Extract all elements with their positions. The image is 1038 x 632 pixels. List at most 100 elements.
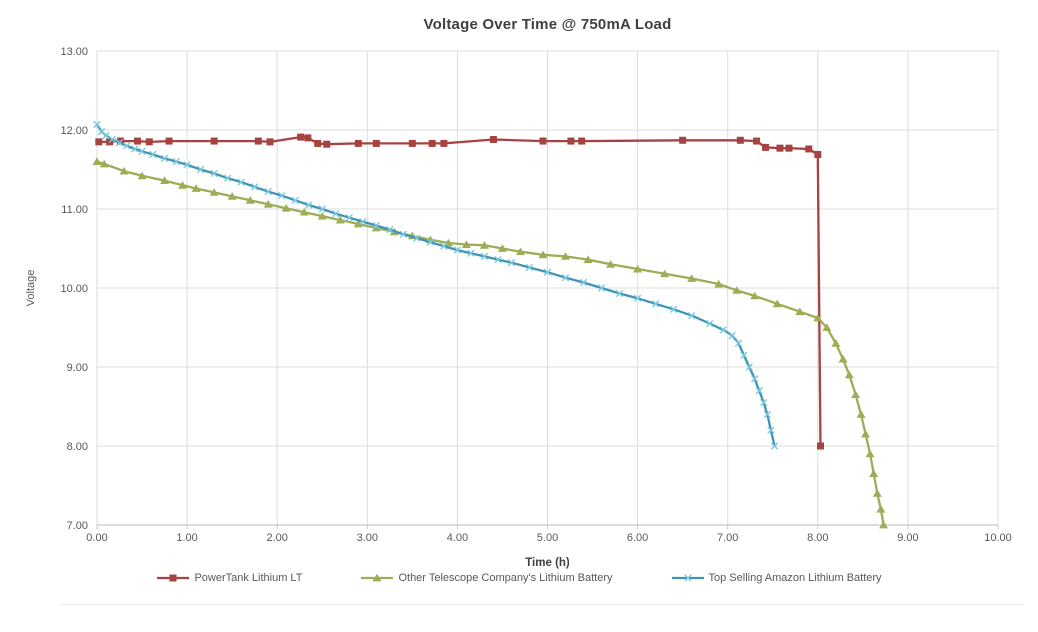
legend-label: Top Selling Amazon Lithium Battery: [708, 572, 882, 584]
x-tick-label: 9.00: [897, 532, 918, 544]
data-point-marker: [861, 429, 871, 438]
data-point-marker: [538, 250, 548, 259]
legend-swatch: [157, 574, 190, 582]
data-point-marker: [489, 135, 497, 143]
data-point-marker: [196, 165, 205, 174]
data-point-marker: [525, 263, 534, 272]
data-point-marker: [745, 363, 754, 371]
data-point-marker: [399, 230, 408, 238]
data-point-marker: [317, 211, 327, 220]
data-point-marker: [428, 139, 436, 147]
data-point-marker: [651, 300, 660, 308]
data-point-marker: [515, 247, 525, 256]
data-point-marker: [767, 426, 775, 434]
data-point-marker: [386, 225, 394, 234]
legend-item: PowerTank Lithium LT: [156, 572, 302, 584]
data-point-marker: [606, 260, 616, 268]
data-point-marker: [494, 255, 502, 264]
data-point-marker: [426, 238, 435, 246]
data-point-marker: [92, 157, 102, 165]
x-tick-label: 2.00: [266, 532, 287, 544]
data-point-marker: [453, 246, 462, 254]
data-point-marker: [372, 573, 382, 582]
data-point-marker: [314, 139, 322, 147]
data-point-marker: [817, 442, 825, 450]
data-point-marker: [95, 138, 103, 146]
data-point-marker: [134, 137, 142, 145]
data-point-marker: [615, 289, 624, 298]
data-point-marker: [99, 159, 109, 168]
data-point-marker: [734, 339, 743, 347]
data-point-marker: [318, 205, 326, 213]
data-point-marker: [683, 574, 692, 582]
data-point-marker: [687, 311, 696, 320]
data-point-marker: [210, 137, 218, 145]
x-tick-label: 6.00: [627, 532, 648, 544]
data-point-marker: [115, 138, 124, 147]
data-point-marker: [705, 319, 714, 328]
data-point-marker: [879, 520, 889, 529]
series-2: [93, 120, 779, 450]
data-point-marker: [579, 278, 588, 287]
data-point-marker: [345, 213, 353, 222]
data-point-marker: [633, 294, 642, 302]
data-point-marker: [660, 269, 670, 278]
legend-marker-icon: [169, 574, 177, 582]
data-point-marker: [440, 242, 448, 250]
data-point-marker: [160, 154, 169, 163]
data-point-marker: [169, 574, 177, 582]
data-point-marker: [263, 200, 273, 208]
data-point-marker: [461, 240, 471, 248]
data-point-marker: [755, 387, 763, 395]
x-tick-label: 8.00: [807, 532, 828, 544]
data-point-marker: [728, 331, 736, 340]
data-point-marker: [805, 145, 813, 153]
data-point-marker: [762, 143, 770, 151]
chart-title: Voltage Over Time @ 750mA Load: [423, 16, 672, 33]
data-point-marker: [278, 191, 286, 200]
data-point-marker: [102, 131, 110, 140]
data-point-marker: [138, 147, 146, 156]
data-point-marker: [371, 223, 381, 232]
y-tick-label: 13.00: [60, 46, 88, 58]
data-point-marker: [323, 140, 331, 148]
data-point-marker: [753, 137, 761, 145]
data-point-marker: [297, 133, 305, 141]
data-point-marker: [245, 196, 255, 204]
legend-item: Top Selling Amazon Lithium Battery: [671, 572, 882, 584]
data-point-marker: [669, 305, 678, 314]
data-point-marker: [359, 217, 367, 226]
data-point-marker: [281, 204, 291, 212]
data-point-marker: [467, 249, 475, 257]
data-point-marker: [372, 221, 381, 230]
data-point-marker: [223, 174, 232, 182]
y-tick-label: 7.00: [67, 520, 88, 532]
data-point-marker: [844, 370, 854, 379]
x-tick-label: 0.00: [86, 532, 107, 544]
data-point-marker: [872, 489, 882, 497]
legend-marker-icon: [372, 573, 382, 582]
data-point-marker: [93, 120, 101, 129]
data-point-marker: [210, 169, 218, 178]
data-point-marker: [772, 299, 782, 308]
data-point-marker: [776, 144, 784, 152]
data-point-marker: [291, 196, 299, 205]
legend-label: PowerTank Lithium LT: [194, 572, 303, 584]
data-point-marker: [254, 137, 262, 145]
data-point-marker: [583, 255, 593, 263]
data-point-marker: [335, 215, 345, 224]
data-point-marker: [763, 410, 772, 419]
data-point-marker: [719, 326, 727, 334]
data-point-marker: [561, 252, 571, 260]
data-point-marker: [869, 469, 879, 478]
x-tick-label: 3.00: [357, 532, 378, 544]
data-point-marker: [740, 351, 748, 359]
legend-label: Other Telescope Company's Lithium Batter…: [398, 572, 613, 584]
data-point-marker: [751, 375, 759, 383]
data-point-marker: [831, 339, 841, 347]
data-point-marker: [227, 192, 237, 200]
data-point-marker: [578, 137, 586, 145]
series-line: [95, 160, 885, 527]
data-point-marker: [838, 354, 848, 363]
